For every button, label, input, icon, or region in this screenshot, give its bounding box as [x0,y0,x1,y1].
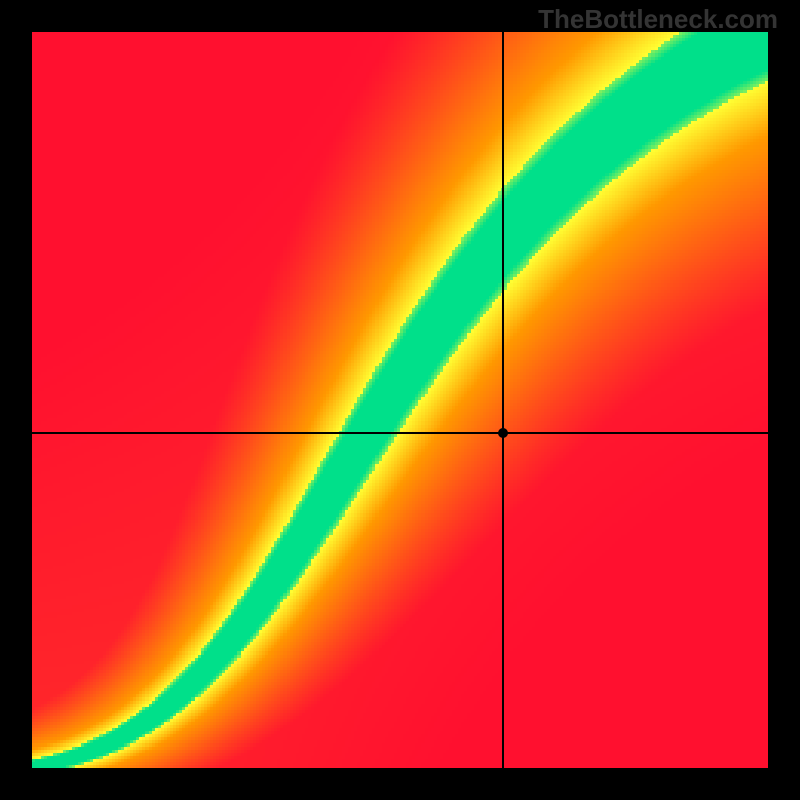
watermark-text: TheBottleneck.com [538,4,778,35]
data-point-marker [498,428,508,438]
bottleneck-heatmap [32,32,768,768]
crosshair-vertical [502,32,504,768]
chart-container: TheBottleneck.com [0,0,800,800]
crosshair-horizontal [32,432,768,434]
